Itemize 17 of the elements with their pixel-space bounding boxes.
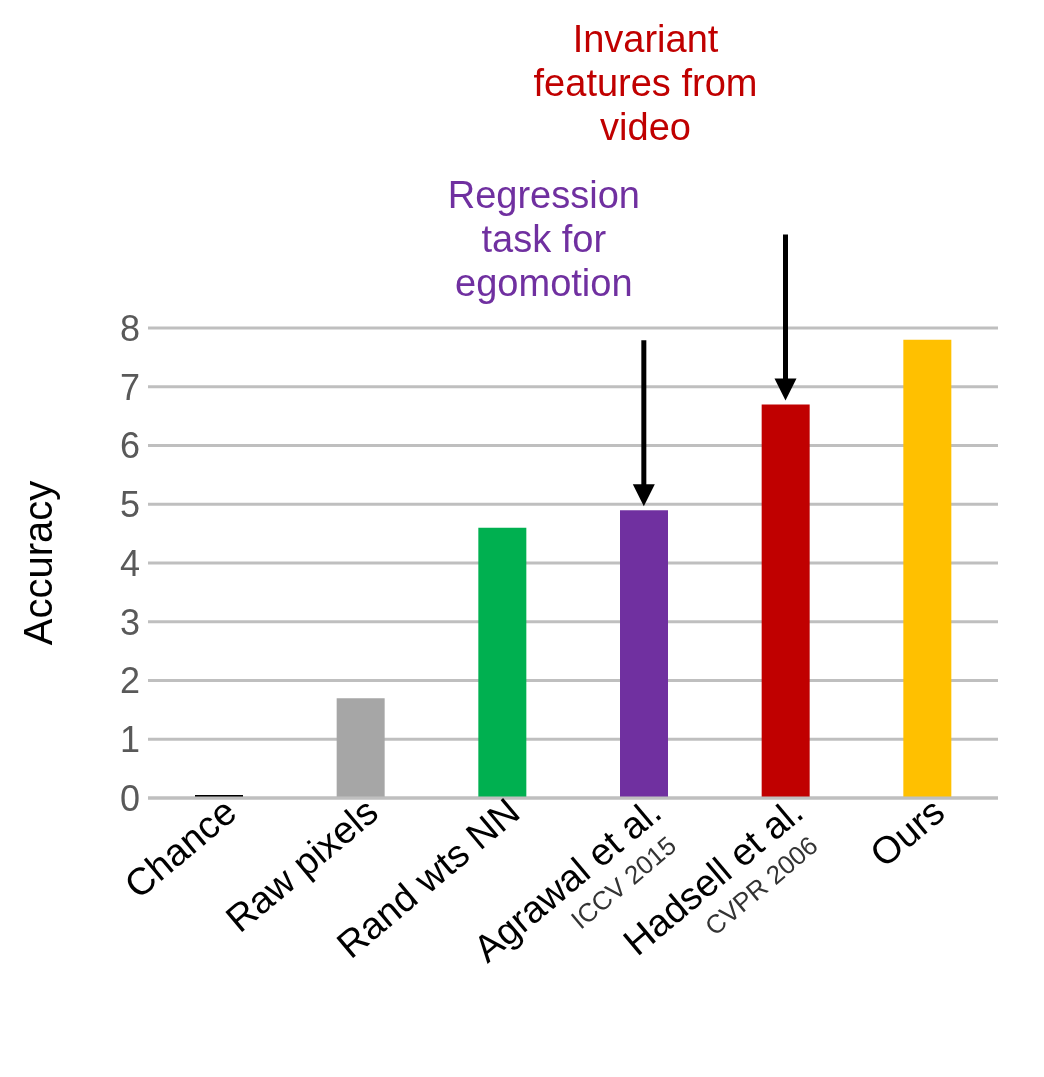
y-tick-label: 6 bbox=[119, 425, 140, 467]
y-tick-label: 7 bbox=[119, 366, 140, 408]
y-tick-label: 8 bbox=[119, 307, 140, 349]
y-tick-label: 3 bbox=[119, 601, 140, 643]
y-axis-title: Accuracy bbox=[16, 480, 61, 646]
y-tick-label: 4 bbox=[119, 542, 140, 584]
x-tick-label: Ours bbox=[862, 789, 953, 876]
text: Regression task for egomotion bbox=[447, 174, 640, 305]
bar bbox=[761, 404, 810, 798]
bar bbox=[903, 339, 952, 798]
text: Invariant features from video bbox=[533, 18, 758, 149]
y-tick-label: 2 bbox=[119, 660, 140, 702]
bar bbox=[336, 698, 385, 798]
y-tick-label: 5 bbox=[119, 484, 140, 526]
y-tick-label: 1 bbox=[119, 719, 140, 761]
bar bbox=[620, 510, 668, 798]
bar bbox=[478, 527, 527, 798]
